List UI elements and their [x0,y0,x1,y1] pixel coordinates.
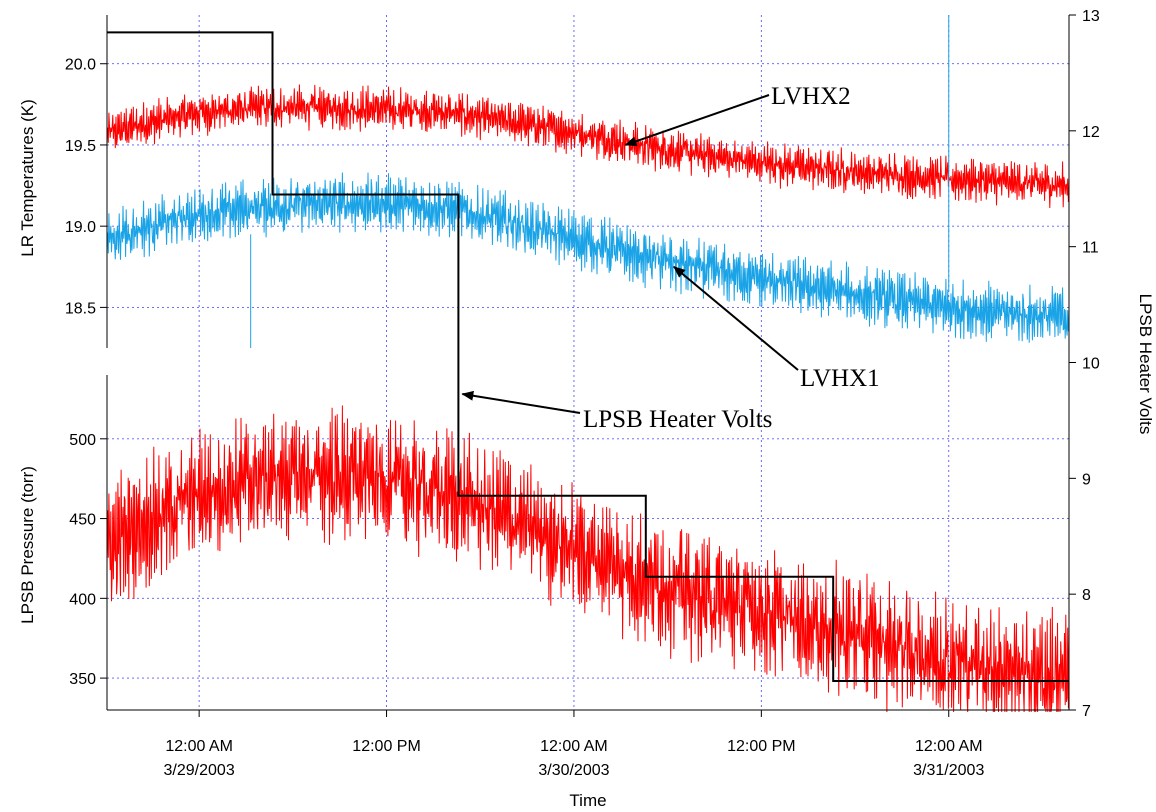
x-tick-date-label: 3/31/2003 [913,762,984,779]
x-tick-date-label: 3/30/2003 [538,762,609,779]
x-tick-label: 12:00 AM [915,738,983,755]
left-top-axis-title: LR Temperatures (K) [18,99,37,256]
left-bottom-axis-title: LPSB Pressure (torr) [18,466,37,624]
y-tick-label: 400 [69,591,96,608]
x-tick-label: 12:00 PM [352,738,420,755]
annotation-arrow [461,390,581,414]
heater-volts-step-line [107,31,1069,682]
annotation-arrow [624,94,770,147]
lpsb-pressure-line [106,405,1070,713]
y-tick-label: 350 [69,671,96,688]
annotation-label: LVHX1 [800,365,880,392]
annotation-layer: LVHX2 LVHX1 LPSB Heater Volts [461,83,880,433]
right-y-tick-label: 11 [1082,240,1099,257]
right-y-tick-label: 8 [1082,587,1091,604]
x-axis-title: Time [569,791,606,810]
y-tick-label: 500 [69,432,96,449]
grid-layer [107,15,1069,710]
annotation-label: LPSB Heater Volts [583,406,772,433]
y-tick-label: 450 [69,512,96,529]
x-tick-label: 12:00 AM [165,738,233,755]
x-tick-date-label: 3/29/2003 [164,762,235,779]
y-tick-label: 19.5 [65,138,96,155]
axis-layer: 12:00 AM 3/29/2003 12:00 PM 12:00 AM 3/30/20… [65,8,1100,779]
right-y-tick-label: 9 [1082,471,1091,488]
lvhx2-line [106,84,1070,209]
right-axis-title: LPSB Heater Volts [1136,294,1155,435]
annotation-label: LVHX2 [771,83,851,110]
right-y-tick-label: 7 [1082,703,1091,720]
series-layer [106,15,1070,713]
right-y-tick-label: 12 [1082,124,1100,141]
x-tick-label: 12:00 AM [540,738,608,755]
y-tick-label: 20.0 [65,57,96,74]
right-y-tick-label: 13 [1082,8,1100,25]
y-tick-label: 19.0 [65,219,96,236]
x-tick-label: 12:00 PM [727,738,795,755]
lvhx1-line [106,172,1070,343]
right-y-tick-label: 10 [1082,356,1100,373]
y-tick-label: 18.5 [65,300,96,317]
annotation-arrow [673,266,799,371]
